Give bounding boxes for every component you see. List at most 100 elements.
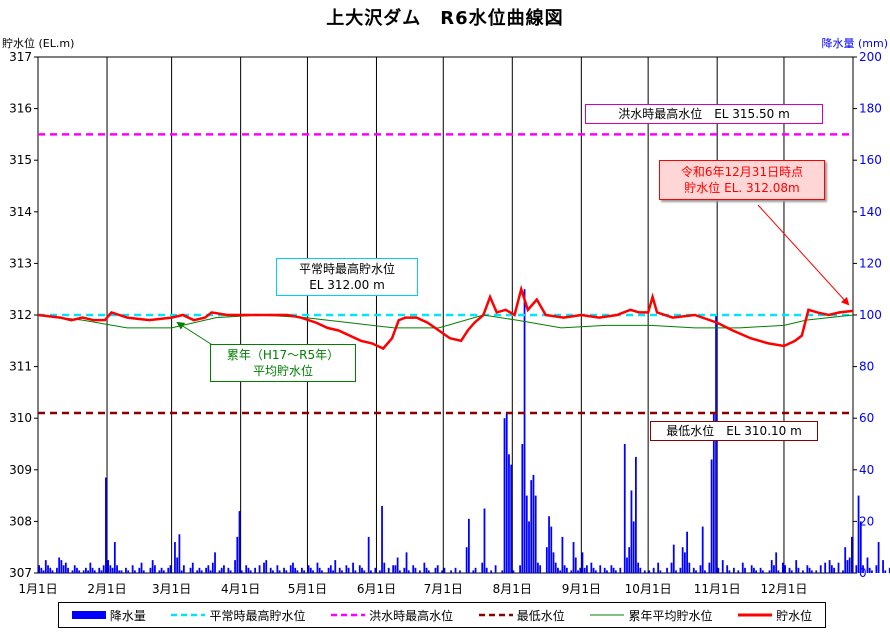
y-right-tick-label: 80 (859, 360, 874, 374)
rainfall-bar (98, 567, 101, 573)
legend-label-water-level: 貯水位 (776, 608, 813, 623)
y-axis-left-label: 貯水位 (EL.m) (2, 37, 75, 50)
rainfall-bar (254, 567, 257, 573)
rainfall-bar (249, 570, 252, 573)
rainfall-bar (303, 570, 305, 573)
rainfall-bar (859, 521, 862, 573)
rainfall-bar (82, 570, 85, 573)
rainfall-bar (732, 567, 735, 573)
rainfall-bar (196, 570, 199, 573)
annotation-normal-line2: EL 312.00 m (309, 278, 385, 292)
rainfall-bar (590, 562, 593, 573)
legend-swatch-average (590, 614, 625, 616)
rainfall-bar (666, 567, 668, 573)
rainfall-bar (672, 544, 675, 573)
rainfall-bar (125, 567, 127, 573)
rainfall-bar (118, 570, 121, 573)
rainfall-bar (726, 565, 729, 573)
rainfall-bar (877, 542, 880, 573)
y-right-tick-label: 180 (859, 102, 882, 116)
rainfall-bar (93, 570, 96, 573)
rainfall-bar (245, 565, 248, 573)
rainfall-bar (425, 567, 428, 573)
rainfall-bar (657, 562, 660, 573)
rainfall-bar (788, 567, 791, 573)
rainfall-bar (844, 547, 847, 573)
rainfall-bar (352, 562, 354, 573)
rainfall-bar (436, 565, 439, 573)
rainfall-bar (626, 557, 628, 573)
rainfall-bar (214, 552, 216, 573)
rainfall-bar (837, 562, 840, 573)
rainfall-bar (868, 567, 871, 573)
rainfall-bar (688, 562, 691, 573)
rainfall-bar (741, 562, 744, 573)
rainfall-bar (191, 562, 194, 573)
rainfall-bar (236, 536, 239, 573)
rainfall-bar (570, 570, 573, 573)
rainfall-bar (220, 567, 223, 573)
rainfall-bar (167, 567, 170, 573)
rainfall-bar (62, 565, 65, 573)
rainfall-bar (619, 567, 622, 573)
rainfall-bar (272, 570, 274, 573)
rainfall-bar (91, 567, 94, 573)
rainfall-bar (866, 557, 869, 573)
rainfall-bar (394, 565, 397, 573)
rainfall-bar (828, 560, 831, 573)
rainfall-bar (686, 531, 688, 573)
rainfall-bar (358, 565, 361, 573)
rainfall-bar (583, 567, 586, 573)
y-right-tick-label: 40 (859, 463, 874, 477)
rainfall-bar (138, 567, 141, 573)
legend-swatch-normal-max (171, 613, 206, 617)
rainfall-bar (875, 565, 878, 573)
rainfall-bar (554, 562, 557, 573)
y-left-tick-label: 311 (9, 360, 32, 374)
rainfall-bar (505, 413, 508, 573)
rainfall-bar (392, 565, 395, 573)
rainfall-bar (521, 444, 524, 573)
rainfall-bar (131, 565, 134, 573)
rainfall-bar (577, 570, 579, 573)
rainfall-bar (378, 570, 381, 573)
water-level-line (37, 284, 854, 351)
rainfall-bar (699, 565, 702, 573)
rainfall-bar (383, 562, 386, 573)
x-tick-label: 12月1日 (761, 582, 808, 596)
rainfall-bar (334, 560, 337, 573)
rainfall-bar (285, 570, 288, 573)
rainfall-bar (198, 567, 201, 573)
annotation-avg-line1: 累年（H17～R5年） (226, 348, 340, 362)
rainfall-bar (508, 454, 510, 573)
rainfall-bar (316, 562, 319, 573)
rainfall-bar (398, 570, 401, 573)
rainfall-bar (107, 560, 110, 573)
rainfall-bar (857, 495, 860, 573)
rainfall-bar (683, 552, 686, 573)
annotation-normal-line1: 平常時最高貯水位 (298, 262, 395, 276)
rainfall-bar (670, 562, 673, 573)
rainfall-bar (151, 560, 154, 573)
rainfall-bar (802, 570, 804, 573)
rainfall-bar (105, 477, 107, 573)
rainfall-bar (396, 557, 399, 573)
rainfall-bar (154, 565, 156, 573)
rainfall-bar (178, 534, 181, 573)
rainfall-bar (472, 570, 475, 573)
rainfall-bar (269, 567, 272, 573)
x-tick-label: 9月1日 (562, 582, 601, 596)
rainfall-bar (532, 474, 535, 573)
rainfall-bar (710, 459, 713, 573)
rainfall-bar (247, 567, 250, 573)
x-tick-label: 6月1日 (357, 582, 396, 596)
rainfall-bar (459, 570, 461, 573)
rainfall-bar (637, 562, 640, 573)
rainfall-bar (574, 557, 577, 573)
rainfall-bar (300, 567, 303, 573)
rainfall-bar (289, 565, 292, 573)
legend-swatch-flood (331, 613, 366, 617)
rainfall-bar (174, 542, 176, 573)
rainfall-bar (296, 570, 299, 573)
